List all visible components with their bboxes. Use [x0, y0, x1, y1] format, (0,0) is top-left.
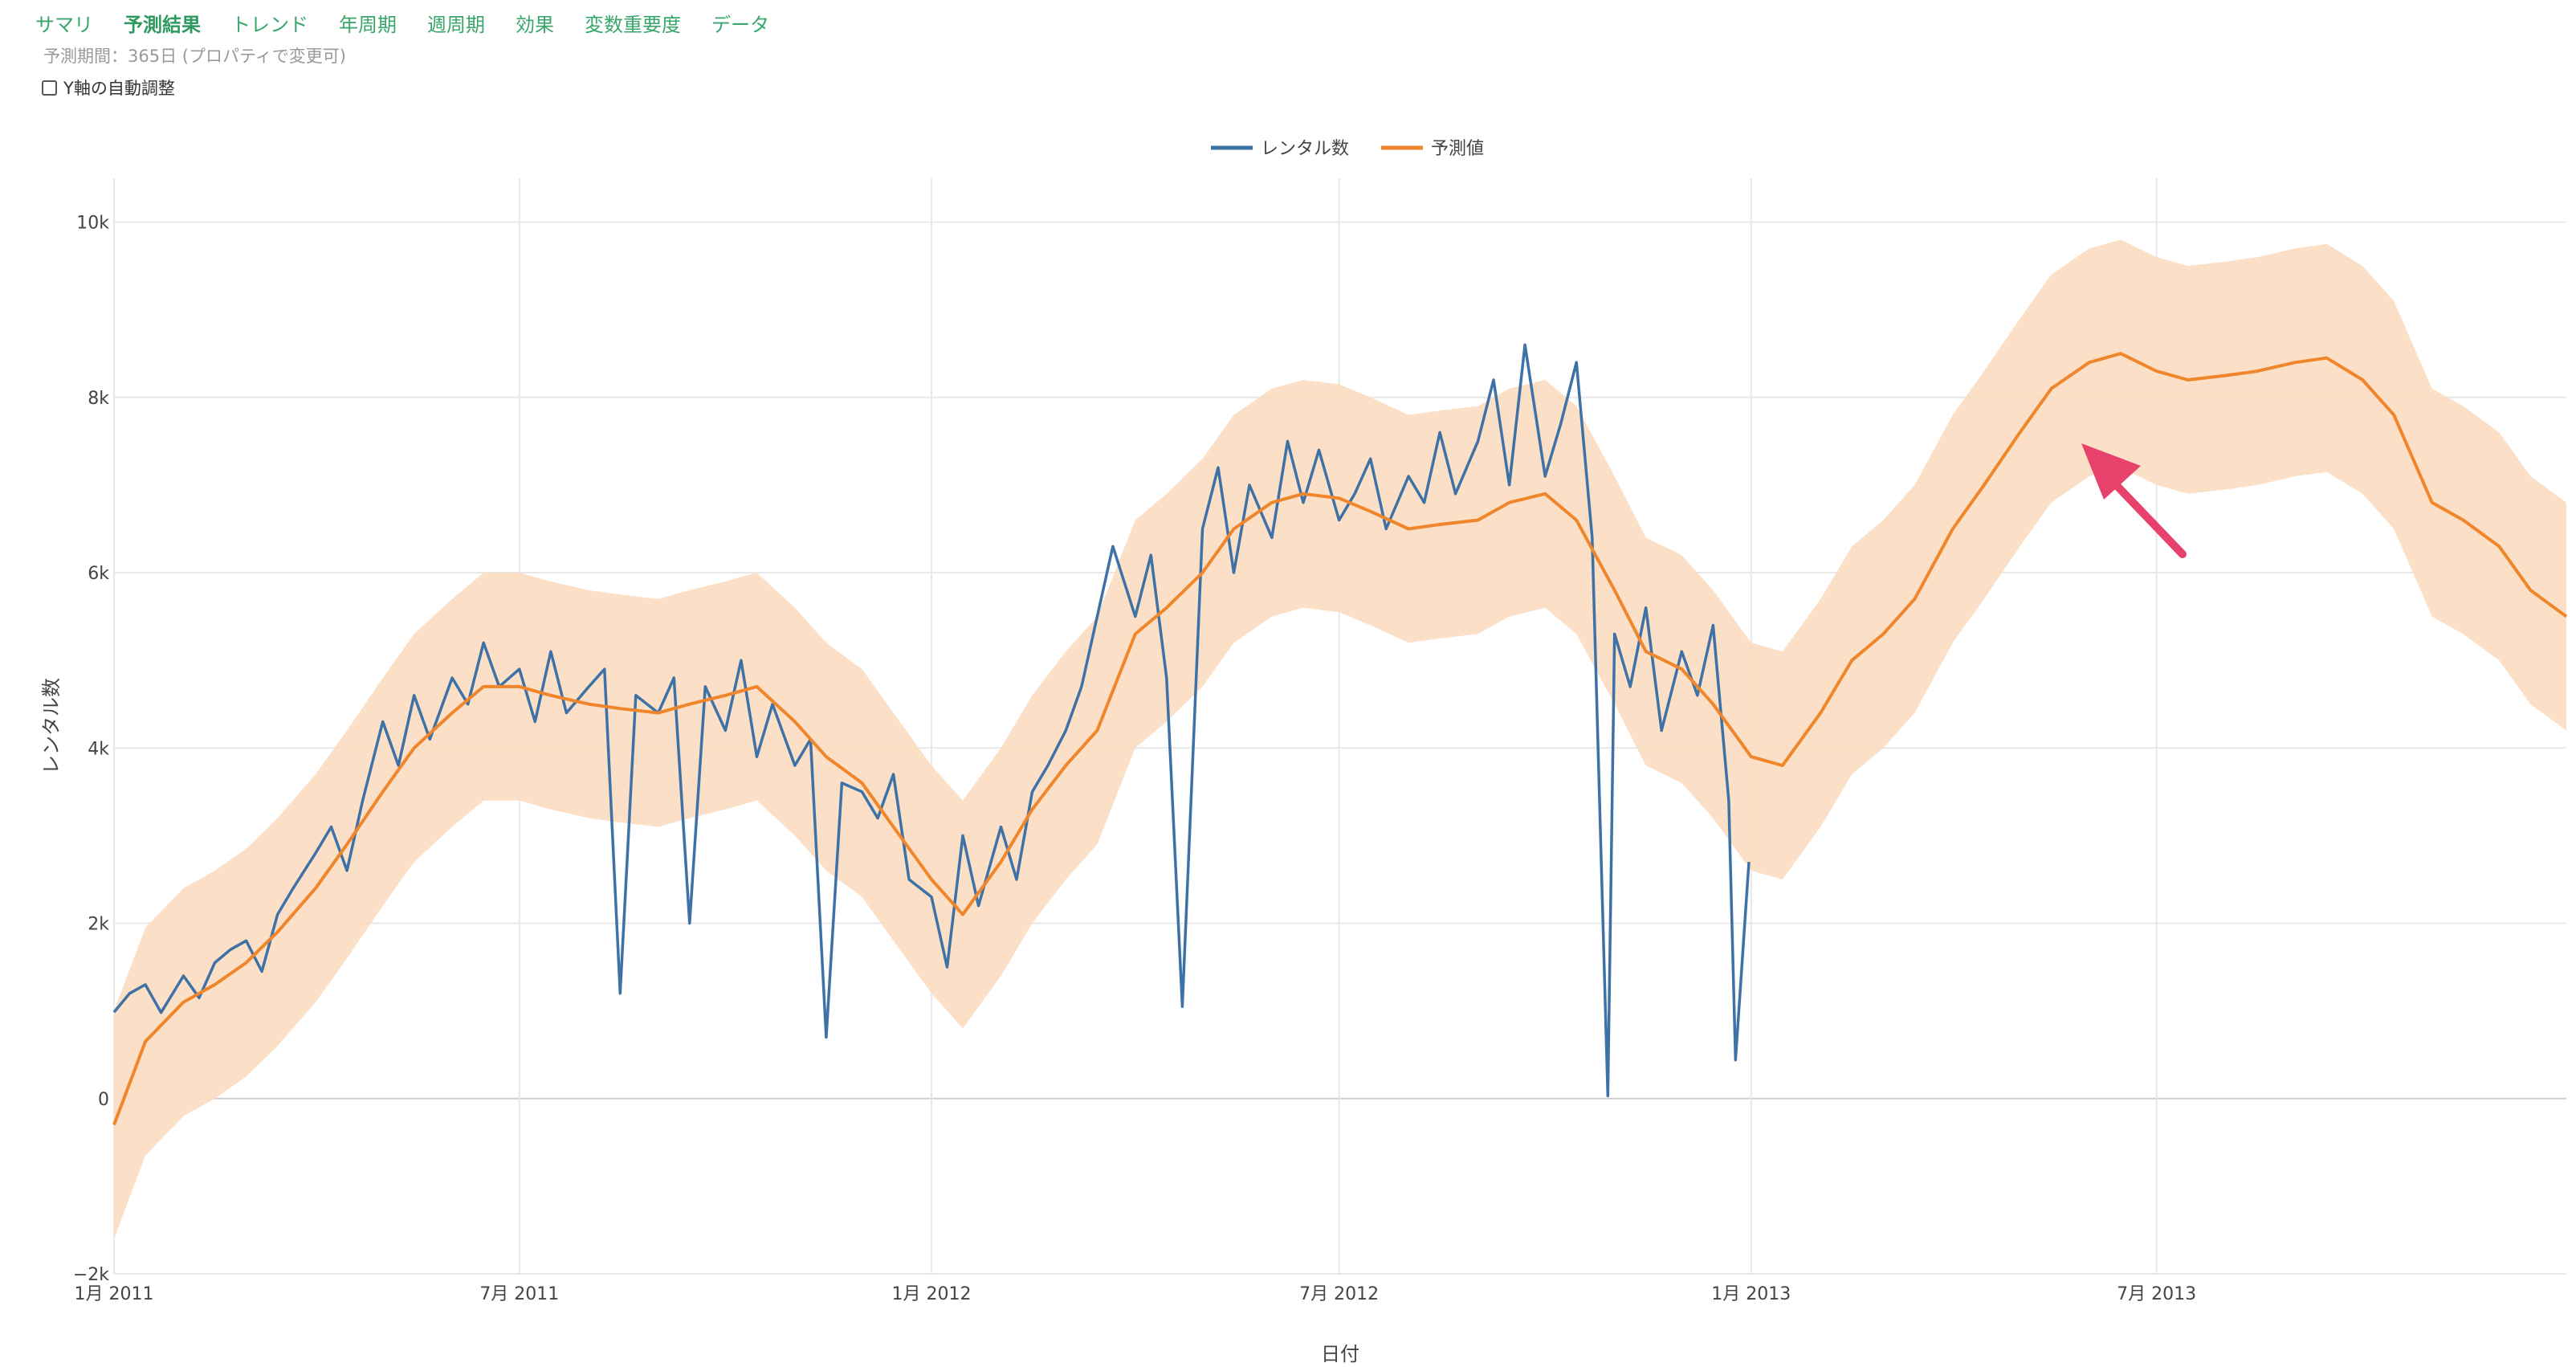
tab-4[interactable]: 週周期 — [427, 13, 485, 36]
auto-y-axis-toggle[interactable]: Y軸の自動調整 — [42, 75, 175, 100]
legend[interactable]: レンタル数 予測値 — [1211, 139, 1484, 159]
legend-label[interactable]: 予測値 — [1431, 139, 1484, 159]
series-lines — [112, 343, 2568, 1126]
auto-y-axis-label: Y軸の自動調整 — [63, 79, 175, 98]
x-tick-label: 1月 2011 — [75, 1284, 154, 1304]
legend-label[interactable]: レンタル数 — [1261, 139, 1349, 159]
tab-bar: サマリ 予測結果 トレンド 年周期 週周期 効果 変数重要度 データ — [35, 6, 800, 39]
annotation-arrow — [2081, 443, 2187, 558]
tab-1[interactable]: 予測結果 — [124, 13, 201, 36]
y-tick-label: 2k — [88, 915, 109, 935]
actual-rentals-line — [112, 343, 1751, 1098]
tab-2[interactable]: トレンド — [231, 13, 308, 36]
x-axis-title: 日付 — [1321, 1343, 1359, 1365]
x-tick-label: 7月 2013 — [2117, 1284, 2196, 1304]
tab-6[interactable]: 変数重要度 — [585, 13, 681, 36]
y-tick-label: −2k — [73, 1265, 109, 1285]
forecast-uncertainty-band — [114, 239, 2566, 1239]
y-axis-title: レンタル数 — [40, 678, 63, 774]
tab-3[interactable]: 年周期 — [339, 13, 397, 36]
tab-0[interactable]: サマリ — [35, 13, 93, 36]
axes: −2k 0 2k 4k 6k 8k 10k 1月 2011 7月 2011 1月 2012 7月 2… — [40, 214, 2196, 1365]
y-tick-label: 10k — [76, 214, 109, 234]
tab-5[interactable]: 効果 — [516, 13, 554, 36]
y-tick-label: 0 — [98, 1090, 109, 1110]
x-tick-label: 7月 2012 — [1299, 1284, 1379, 1304]
arrow-shaft — [2103, 471, 2187, 558]
y-tick-label: 4k — [88, 739, 109, 759]
auto-y-axis-checkbox[interactable] — [42, 80, 57, 96]
forecast-line — [112, 352, 2568, 1126]
arrow-head — [2081, 443, 2141, 500]
y-tick-label: 6k — [88, 564, 109, 584]
x-tick-label: 7月 2011 — [479, 1284, 559, 1304]
tab-7[interactable]: データ — [711, 13, 769, 36]
y-tick-label: 8k — [88, 389, 109, 409]
x-tick-label: 1月 2012 — [892, 1284, 972, 1304]
forecast-period-note: 予測期間：365日 (プロパティで変更可) — [43, 47, 346, 66]
forecast-band-area — [114, 239, 2566, 1239]
x-tick-label: 1月 2013 — [1711, 1284, 1791, 1304]
